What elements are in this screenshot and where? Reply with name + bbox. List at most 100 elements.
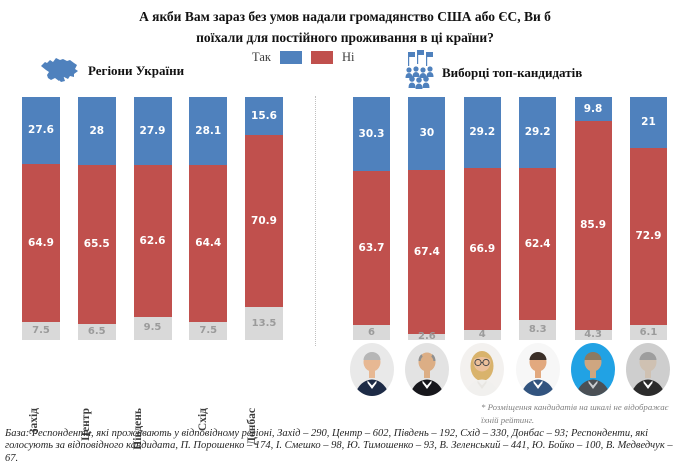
value-label: 30.3	[358, 127, 385, 140]
bar-П. Порошенко: 30.3 63.7 6	[353, 97, 390, 340]
base-description: База: Респонденти, які проживають у відп…	[5, 428, 673, 464]
value-label: 9.8	[583, 102, 603, 115]
bar-segment: 27.6	[22, 97, 60, 165]
value-label: 6.1	[639, 326, 658, 338]
bar-segment: 9.5	[133, 316, 172, 340]
bar-segment: 62.6	[133, 164, 172, 317]
left-section-header: Регіони України	[38, 53, 184, 88]
bar-segment: 72.9	[629, 148, 667, 326]
value-label: 27.6	[28, 124, 54, 137]
chart-title-line2: поїхали для постійного проживання в ці к…	[196, 29, 494, 45]
value-label: 64.9	[28, 236, 54, 249]
value-label: 2.6	[418, 330, 436, 342]
candidate-cell	[349, 343, 394, 396]
candidates-bar-chart: 30.3 63.7 6 30 67.4 2.6 29.2 66.9 4 29.2 62.4 8.3 9.…	[353, 96, 667, 342]
bar-segment: 30.3	[353, 97, 390, 171]
legend-no-swatch	[310, 51, 333, 64]
value-label: 27.9	[139, 124, 166, 137]
ukraine-map-icon	[38, 53, 80, 88]
bar-segment: 66.9	[463, 167, 501, 331]
bar-segment: 62.4	[519, 168, 557, 320]
bar-segment: 70.9	[245, 134, 283, 308]
candidate-avatar-В. Медведчук	[626, 343, 671, 396]
bar-segment: 28	[77, 97, 116, 166]
bar-segment: 64.4	[189, 165, 228, 322]
value-label: 15.6	[251, 109, 277, 122]
value-label: 67.4	[413, 245, 440, 258]
value-label: 4	[478, 329, 486, 341]
legend: Так Ні	[252, 50, 354, 65]
value-label: 8.3	[528, 323, 547, 335]
chart-title-line1: А якби Вам зараз без умов надали громадя…	[139, 9, 551, 24]
region-label-cell: Південь	[132, 346, 172, 450]
chart-title: А якби Вам зараз без умов надали громадя…	[95, 7, 595, 49]
candidate-avatar-Ю. Тимошенко	[460, 343, 505, 396]
bar-segment: 13.5	[245, 307, 283, 340]
candidate-cell	[515, 343, 560, 396]
value-label: 62.6	[139, 234, 166, 247]
legend-no-label: Ні	[341, 50, 355, 64]
candidate-cell	[460, 343, 505, 396]
bar-segment: 6.1	[629, 325, 667, 340]
value-label: 64.4	[195, 237, 222, 250]
bar-segment: 27.9	[133, 97, 172, 165]
bar-Ю. Тимошенко: 29.2 66.9 4	[463, 96, 501, 341]
bar-segment: 63.7	[353, 170, 390, 326]
value-label: 66.9	[469, 242, 496, 255]
region-label-cell: Центр	[78, 346, 116, 441]
value-label: 28	[89, 124, 105, 137]
value-label: 9.5	[143, 322, 162, 334]
bar-І. Смешко: 30 67.4 2.6	[408, 97, 446, 342]
voters-crowd-icon	[404, 50, 434, 95]
legend-yes-swatch	[279, 51, 302, 64]
candidate-avatars-row	[349, 343, 671, 396]
bar-segment: 65.5	[77, 165, 116, 325]
value-label: 28.1	[195, 124, 222, 137]
candidate-avatar-П. Порошенко	[349, 343, 394, 396]
bar-segment: 6.5	[77, 324, 116, 340]
bar-segment: 7.5	[189, 321, 228, 340]
region-axis-labels: Захід Центр Південь Схід Донбас	[22, 346, 283, 450]
bar-segment: 9.8	[574, 97, 612, 121]
bar-В. Зеленський: 29.2 62.4 8.3	[519, 97, 557, 340]
bar-segment: 2.6	[408, 330, 446, 342]
bar-segment: 29.2	[463, 96, 501, 168]
value-label: 7.5	[32, 324, 50, 336]
bar-segment: 7.5	[22, 321, 60, 340]
bar-segment: 28.1	[189, 97, 228, 166]
region-label-cell: Донбас	[245, 346, 283, 445]
right-section-label: Виборці топ-кандидатів	[442, 64, 583, 80]
value-label: 85.9	[580, 219, 607, 232]
bar-В. Медведчук: 21 72.9 6.1	[629, 97, 667, 340]
value-label: 70.9	[251, 214, 277, 227]
bar-segment: 8.3	[519, 319, 557, 340]
candidate-cell	[404, 343, 449, 396]
candidate-avatar-Ю. Бойко	[571, 343, 616, 396]
value-label: 29.2	[469, 125, 496, 138]
value-label: 30	[419, 127, 435, 140]
value-label: 6	[368, 326, 375, 338]
bar-Захід: 27.6 64.9 7.5	[22, 97, 60, 340]
candidate-avatar-І. Смешко	[404, 343, 449, 396]
value-label: 29.2	[524, 126, 551, 139]
value-label: 63.7	[358, 241, 385, 254]
value-label: 4.3	[584, 328, 602, 340]
region-label-cell: Захід	[22, 346, 60, 435]
bar-segment: 4.3	[574, 328, 612, 340]
candidate-cell	[626, 343, 671, 396]
candidate-cell	[571, 343, 616, 396]
bar-Ю. Бойко: 9.8 85.9 4.3	[574, 97, 612, 340]
bar-segment: 85.9	[574, 120, 612, 330]
left-section-label: Регіони України	[88, 62, 185, 78]
bar-segment: 64.9	[22, 164, 60, 322]
bar-Схід: 28.1 64.4 7.5	[189, 97, 228, 340]
value-label: 72.9	[635, 230, 662, 243]
candidate-avatar-В. Зеленський	[515, 343, 560, 396]
bar-segment: 15.6	[245, 97, 283, 135]
bar-segment: 67.4	[408, 169, 446, 334]
value-label: 7.5	[199, 324, 218, 336]
value-label: 62.4	[524, 237, 551, 250]
bar-Південь: 27.9 62.6 9.5	[133, 97, 172, 340]
bar-segment: 4	[463, 329, 501, 341]
bar-Донбас: 15.6 70.9 13.5	[245, 97, 283, 340]
